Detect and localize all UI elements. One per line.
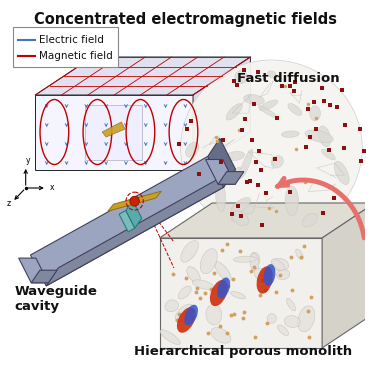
Ellipse shape [216,180,225,212]
Ellipse shape [130,196,140,206]
Polygon shape [31,270,57,283]
Ellipse shape [258,106,277,117]
Polygon shape [30,156,224,286]
Ellipse shape [334,161,349,184]
Polygon shape [193,57,250,170]
Polygon shape [102,122,125,137]
Ellipse shape [186,142,199,157]
Ellipse shape [175,304,194,322]
Polygon shape [126,201,142,228]
Ellipse shape [234,256,256,262]
Ellipse shape [240,149,253,178]
Ellipse shape [277,270,290,280]
Ellipse shape [282,131,299,137]
Text: z: z [6,199,10,208]
Ellipse shape [217,278,230,298]
Ellipse shape [256,266,273,294]
Ellipse shape [321,149,335,160]
Ellipse shape [271,156,283,168]
Polygon shape [108,191,161,211]
Ellipse shape [215,261,231,282]
Ellipse shape [296,249,303,259]
Polygon shape [119,210,135,232]
Ellipse shape [286,298,296,311]
Polygon shape [35,57,251,95]
Ellipse shape [271,258,288,271]
Ellipse shape [267,314,276,323]
Ellipse shape [192,280,214,290]
Ellipse shape [225,152,245,161]
Polygon shape [218,172,244,184]
Text: Magnetic field: Magnetic field [39,51,113,61]
Ellipse shape [302,213,318,227]
Ellipse shape [244,94,264,105]
Ellipse shape [211,328,231,343]
Ellipse shape [288,104,302,115]
Polygon shape [159,238,322,348]
Ellipse shape [181,60,362,236]
Ellipse shape [210,280,228,306]
Ellipse shape [178,286,191,299]
Ellipse shape [190,170,201,179]
Ellipse shape [285,186,298,216]
Ellipse shape [187,267,200,283]
Ellipse shape [206,304,222,325]
Ellipse shape [310,106,320,121]
Ellipse shape [181,241,198,262]
Polygon shape [206,159,235,184]
Ellipse shape [231,214,244,221]
Ellipse shape [160,330,180,345]
Ellipse shape [226,104,242,120]
Text: Hierarchical porous monolith: Hierarchical porous monolith [134,345,352,358]
Ellipse shape [232,211,249,226]
Ellipse shape [284,316,300,327]
Polygon shape [46,170,236,286]
Text: Concentrated electromagnetic fields: Concentrated electromagnetic fields [34,12,337,27]
Ellipse shape [231,198,251,213]
FancyBboxPatch shape [13,27,119,67]
Ellipse shape [220,167,240,186]
Ellipse shape [200,249,217,274]
Text: Electric field: Electric field [39,35,104,45]
Polygon shape [159,203,375,238]
Text: y: y [26,156,30,165]
Ellipse shape [264,264,276,286]
Text: x: x [50,183,54,192]
Ellipse shape [250,254,259,271]
Ellipse shape [177,307,196,333]
Polygon shape [19,258,48,283]
Ellipse shape [238,204,254,214]
Ellipse shape [268,71,276,78]
Ellipse shape [298,306,315,332]
Ellipse shape [278,325,289,336]
Polygon shape [85,105,142,160]
Ellipse shape [272,259,284,270]
Ellipse shape [235,70,248,83]
Polygon shape [322,203,375,348]
Ellipse shape [250,252,259,266]
Ellipse shape [260,100,278,111]
Ellipse shape [254,268,270,282]
Ellipse shape [165,300,178,312]
Ellipse shape [305,130,333,143]
Polygon shape [208,138,236,188]
Ellipse shape [231,291,246,299]
Text: Fast diffusion: Fast diffusion [237,72,340,85]
Ellipse shape [318,126,331,147]
Text: Waveguide
cavity: Waveguide cavity [14,285,97,313]
Polygon shape [35,95,193,170]
Ellipse shape [184,305,198,325]
